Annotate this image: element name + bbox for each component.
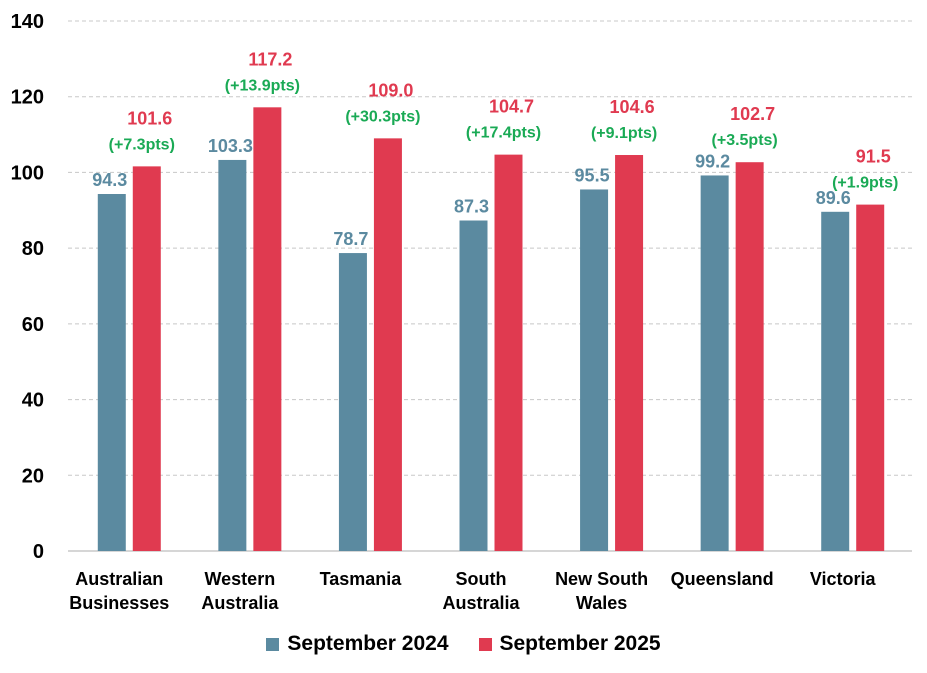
x-tick-label: Western Australia <box>201 569 279 613</box>
y-tick-label: 40 <box>22 390 44 412</box>
legend-item-2024: September 2024 <box>266 632 449 656</box>
x-tick-label-line: New South <box>555 569 648 589</box>
data-label-2024: 87.3 <box>454 197 489 217</box>
bar-sep-2025 <box>856 204 885 551</box>
x-tick-label-line: Victoria <box>810 569 877 589</box>
x-tick-label: New South Wales <box>555 569 648 613</box>
change-annotation: (+17.4pts) <box>466 125 541 142</box>
data-label-2025: 104.7 <box>489 97 534 117</box>
x-tick-label-line: Tasmania <box>320 569 403 589</box>
bar-sep-2024 <box>218 159 247 551</box>
bar-sep-2024 <box>700 175 729 551</box>
data-label-2024: 95.5 <box>575 165 610 185</box>
bar-sep-2025 <box>253 107 282 552</box>
y-tick-label: 60 <box>22 314 44 336</box>
bar-sep-2024 <box>459 220 488 551</box>
x-tick-label: Queensland <box>671 569 774 589</box>
legend-label-2024: September 2024 <box>287 632 449 655</box>
change-annotation: (+13.9pts) <box>225 77 300 94</box>
x-tick-label-line: Queensland <box>671 569 774 589</box>
data-label-2025: 109.0 <box>368 80 413 100</box>
legend-swatch-2024 <box>266 637 280 651</box>
bar-sep-2025 <box>373 138 402 551</box>
bar-sep-2025 <box>132 166 161 551</box>
x-tick-label-line: Businesses <box>69 593 169 613</box>
legend-swatch-2025 <box>478 637 492 651</box>
y-tick-label: 100 <box>11 162 44 184</box>
bar-sep-2025 <box>494 154 523 551</box>
data-label-2025: 117.2 <box>248 49 292 69</box>
x-tick-label: Victoria <box>810 569 877 589</box>
bar-sep-2025 <box>615 155 644 551</box>
x-tick-label-line: Australian <box>75 569 163 589</box>
data-label-2025: 104.6 <box>610 97 655 117</box>
data-label-2024: 94.3 <box>92 170 127 190</box>
bar-sep-2024 <box>821 211 850 552</box>
y-tick-label: 140 <box>11 11 44 33</box>
change-annotation: (+3.5pts) <box>712 132 778 149</box>
legend-item-2025: September 2025 <box>478 632 661 656</box>
bar-sep-2024 <box>580 189 609 551</box>
x-tick-label: Tasmania <box>320 569 403 589</box>
y-tick-label: 80 <box>22 238 44 260</box>
data-label-2025: 101.6 <box>127 108 172 128</box>
x-tick-label-line: South <box>456 569 507 589</box>
bar-sep-2024 <box>97 194 126 551</box>
x-tick-label-line: Australia <box>442 593 520 613</box>
change-annotation: (+1.9pts) <box>832 175 898 192</box>
data-label-2025: 102.7 <box>730 104 775 124</box>
data-label-2025: 91.5 <box>856 147 891 167</box>
data-label-2024: 89.6 <box>816 188 851 208</box>
x-tick-label-line: Western <box>205 569 276 589</box>
data-label-2024: 99.2 <box>695 151 730 171</box>
y-tick-label: 120 <box>11 87 44 109</box>
data-label-2024: 103.3 <box>208 136 253 156</box>
change-annotation: (+7.3pts) <box>109 136 175 153</box>
data-label-2024: 78.7 <box>333 229 368 249</box>
x-tick-label-line: Wales <box>576 593 627 613</box>
legend-label-2025: September 2025 <box>499 632 661 655</box>
change-annotation: (+30.3pts) <box>345 108 420 125</box>
y-tick-label: 20 <box>22 465 44 487</box>
x-tick-label: South Australia <box>442 569 520 613</box>
bar-chart-svg: 0 20 40 60 80 100 120 140 94.3 101.6 (+7.3pts) Aust… <box>11 11 912 613</box>
bar-sep-2025 <box>735 162 764 551</box>
y-tick-label: 0 <box>33 541 44 563</box>
x-tick-label: Australian Businesses <box>69 569 169 613</box>
bar-sep-2024 <box>338 253 367 552</box>
legend: September 2024 September 2025 <box>0 632 927 656</box>
change-annotation: (+9.1pts) <box>591 125 657 142</box>
x-tick-label-line: Australia <box>201 593 279 613</box>
